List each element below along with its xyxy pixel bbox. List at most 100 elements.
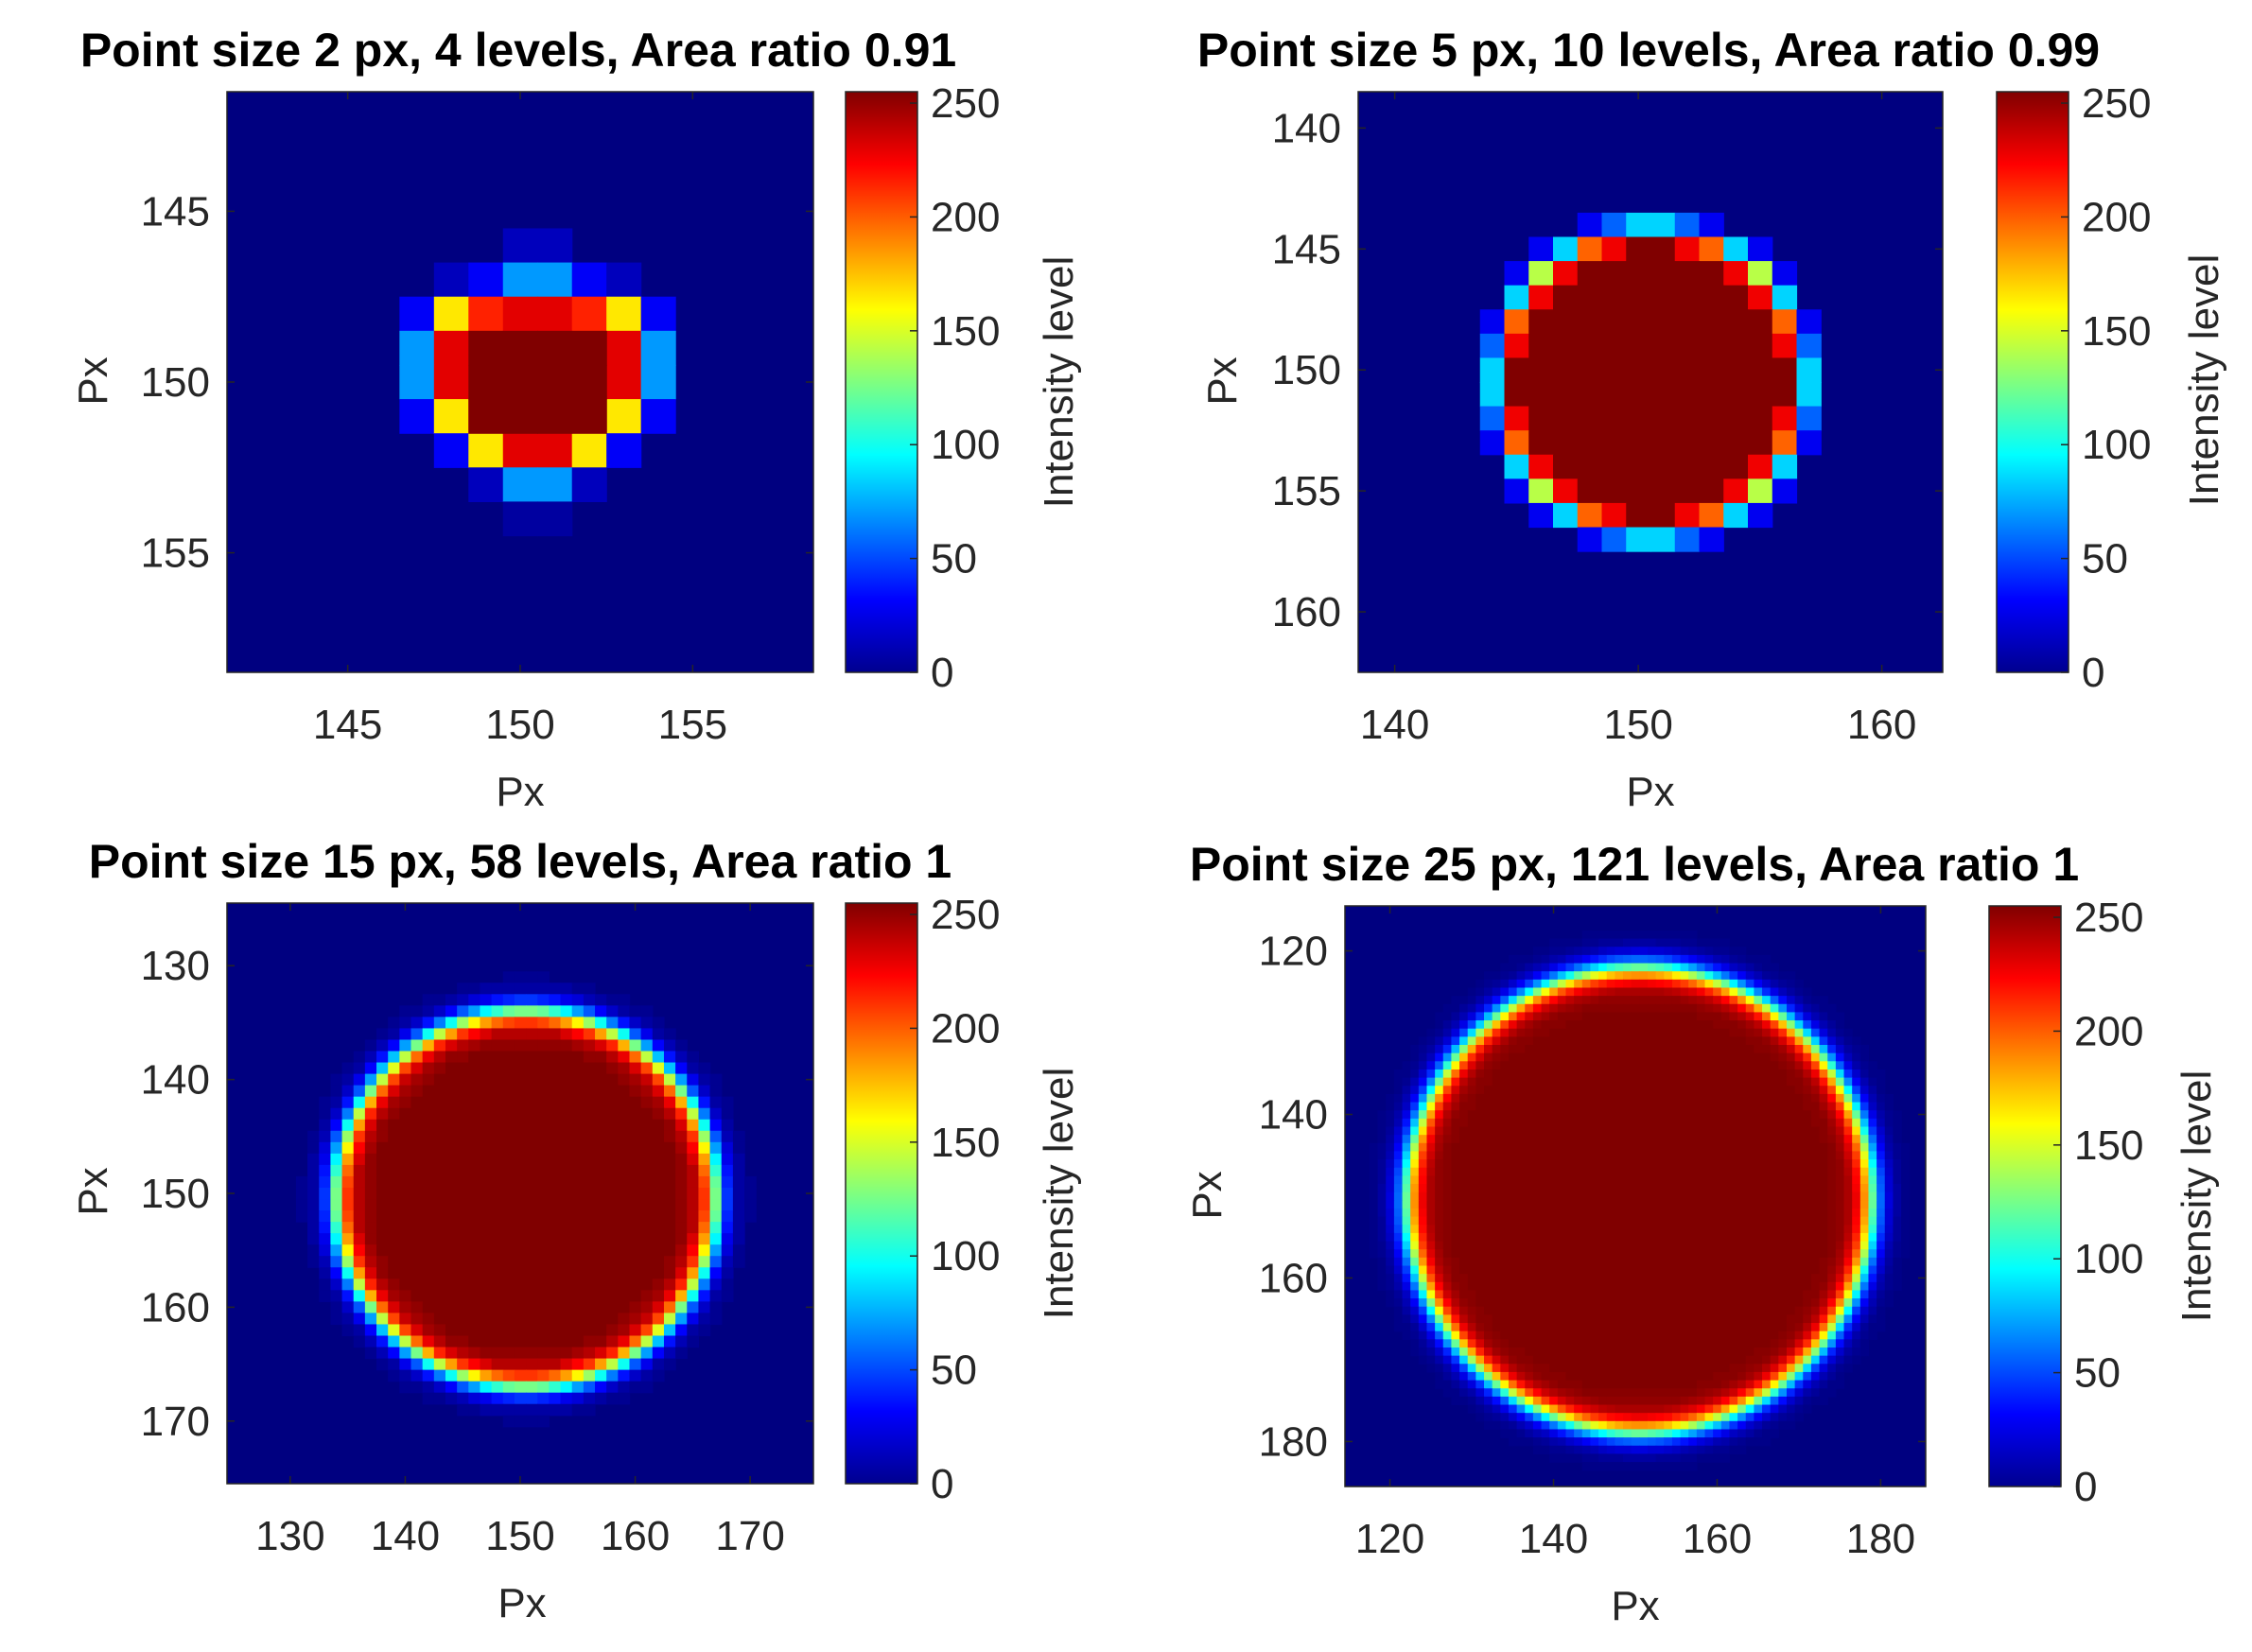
heatmap-cell [1729, 996, 1738, 1005]
heatmap-cell [1606, 954, 1615, 965]
heatmap-cell [595, 1085, 607, 1098]
heatmap-cell [353, 1051, 366, 1064]
heatmap-cell [1615, 1274, 1624, 1283]
heatmap-cell [1442, 1159, 1453, 1169]
heatmap-cell [663, 1062, 676, 1075]
heatmap-cell [1418, 1355, 1428, 1365]
heatmap-cell [433, 1392, 446, 1405]
heatmap-cell [1786, 1028, 1796, 1037]
heatmap-cell [732, 1199, 745, 1211]
heatmap-cell [1601, 478, 1627, 504]
heatmap-cell [549, 1301, 562, 1314]
heatmap-cell [502, 1233, 515, 1245]
heatmap-cell [1435, 1126, 1444, 1136]
heatmap-cell [468, 330, 504, 366]
heatmap-cell [364, 1141, 377, 1155]
heatmap-cell [1402, 1216, 1411, 1226]
heatmap-cell [1671, 1371, 1682, 1382]
heatmap-cell [1737, 1274, 1747, 1283]
heatmap-cell [1786, 979, 1796, 989]
heatmap-cell [353, 1278, 366, 1291]
heatmap-cell [1647, 938, 1657, 948]
heatmap-cell [1729, 1135, 1738, 1144]
heatmap-cell [457, 1085, 469, 1098]
heatmap-cell [1504, 382, 1529, 408]
heatmap-cell [549, 1039, 562, 1052]
heatmap-cell [675, 1130, 688, 1143]
heatmap-cell [1835, 1135, 1845, 1144]
heatmap-cell [1426, 1355, 1436, 1365]
heatmap-cell [1475, 1396, 1485, 1406]
heatmap-cell [1843, 1110, 1853, 1120]
heatmap-cell [1426, 1249, 1436, 1259]
heatmap-cell [744, 1210, 757, 1223]
heatmap-cell [1557, 1420, 1567, 1431]
heatmap-cell [1623, 1249, 1632, 1259]
heatmap-cell [1631, 1364, 1640, 1373]
heatmap-cell [468, 1028, 481, 1041]
heatmap-cell [1516, 1020, 1526, 1030]
heatmap-cell [1762, 1306, 1772, 1315]
heatmap-cell [1819, 1265, 1828, 1275]
heatmap-cell [721, 1153, 734, 1166]
heatmap-cell [491, 1199, 504, 1211]
heatmap-cell [1541, 1265, 1550, 1275]
heatmap-cell [1696, 938, 1706, 948]
heatmap-cell [1615, 1314, 1624, 1324]
heatmap-cell [1737, 1429, 1747, 1438]
heatmap-cell [1467, 1118, 1476, 1128]
heatmap-cell [1508, 971, 1518, 981]
heatmap-cell [1696, 1045, 1706, 1054]
heatmap-cell [399, 1051, 412, 1064]
heatmap-cell [549, 983, 562, 995]
heatmap-cell [1770, 1036, 1779, 1046]
heatmap-cell [1377, 1257, 1387, 1267]
heatmap-cell [1598, 1102, 1608, 1111]
heatmap-cell [629, 1175, 642, 1189]
heatmap-cell [1655, 1323, 1665, 1332]
heatmap-cell [514, 1028, 527, 1041]
heatmap-cell [376, 1301, 389, 1314]
heatmap-cell [399, 1130, 412, 1143]
heatmap-cell [1754, 987, 1763, 997]
heatmap-cell [457, 1290, 469, 1302]
heatmap-cell [1696, 1200, 1706, 1209]
heatmap-cell [1410, 1200, 1420, 1209]
heatmap-cell [353, 1210, 366, 1223]
heatmap-cell [1557, 1290, 1567, 1299]
heatmap-cell [526, 1301, 538, 1314]
heatmap-cell [1435, 1052, 1444, 1062]
heatmap-cell [1835, 1339, 1845, 1348]
heatmap-cell [1565, 1135, 1575, 1144]
heatmap-cell [1532, 1420, 1543, 1431]
heatmap-cell [1770, 1225, 1779, 1234]
heatmap-cell [1525, 1028, 1534, 1037]
heatmap-cell [1835, 1020, 1845, 1030]
heatmap-cell [1688, 1355, 1698, 1365]
heatmap-cell [618, 1119, 631, 1132]
heatmap-cell [571, 1369, 585, 1382]
heatmap-cell [1631, 947, 1640, 956]
heatmap-cell [618, 1085, 631, 1098]
heatmap-cell [1655, 1142, 1665, 1153]
heatmap-cell [629, 1301, 642, 1314]
heatmap-cell [330, 1085, 343, 1098]
heatmap-cell [1655, 1191, 1665, 1201]
heatmap-cell [640, 1347, 654, 1360]
heatmap-cell [1843, 1225, 1853, 1234]
heatmap-cell [1762, 1249, 1772, 1259]
heatmap-cell [595, 1392, 607, 1405]
heatmap-cell [514, 1005, 527, 1017]
heatmap-cell [1598, 1052, 1608, 1062]
heatmap-cell [1843, 1298, 1853, 1308]
heatmap-cell [1696, 1012, 1706, 1021]
heatmap-cell [1819, 1290, 1828, 1299]
y-tick-label: 130 [141, 943, 210, 989]
heatmap-cell [1393, 1274, 1404, 1283]
heatmap-cell [1532, 1388, 1543, 1398]
heatmap-cell [491, 1222, 504, 1234]
heatmap-cell [364, 1187, 377, 1200]
heatmap-cell [1680, 1118, 1689, 1128]
